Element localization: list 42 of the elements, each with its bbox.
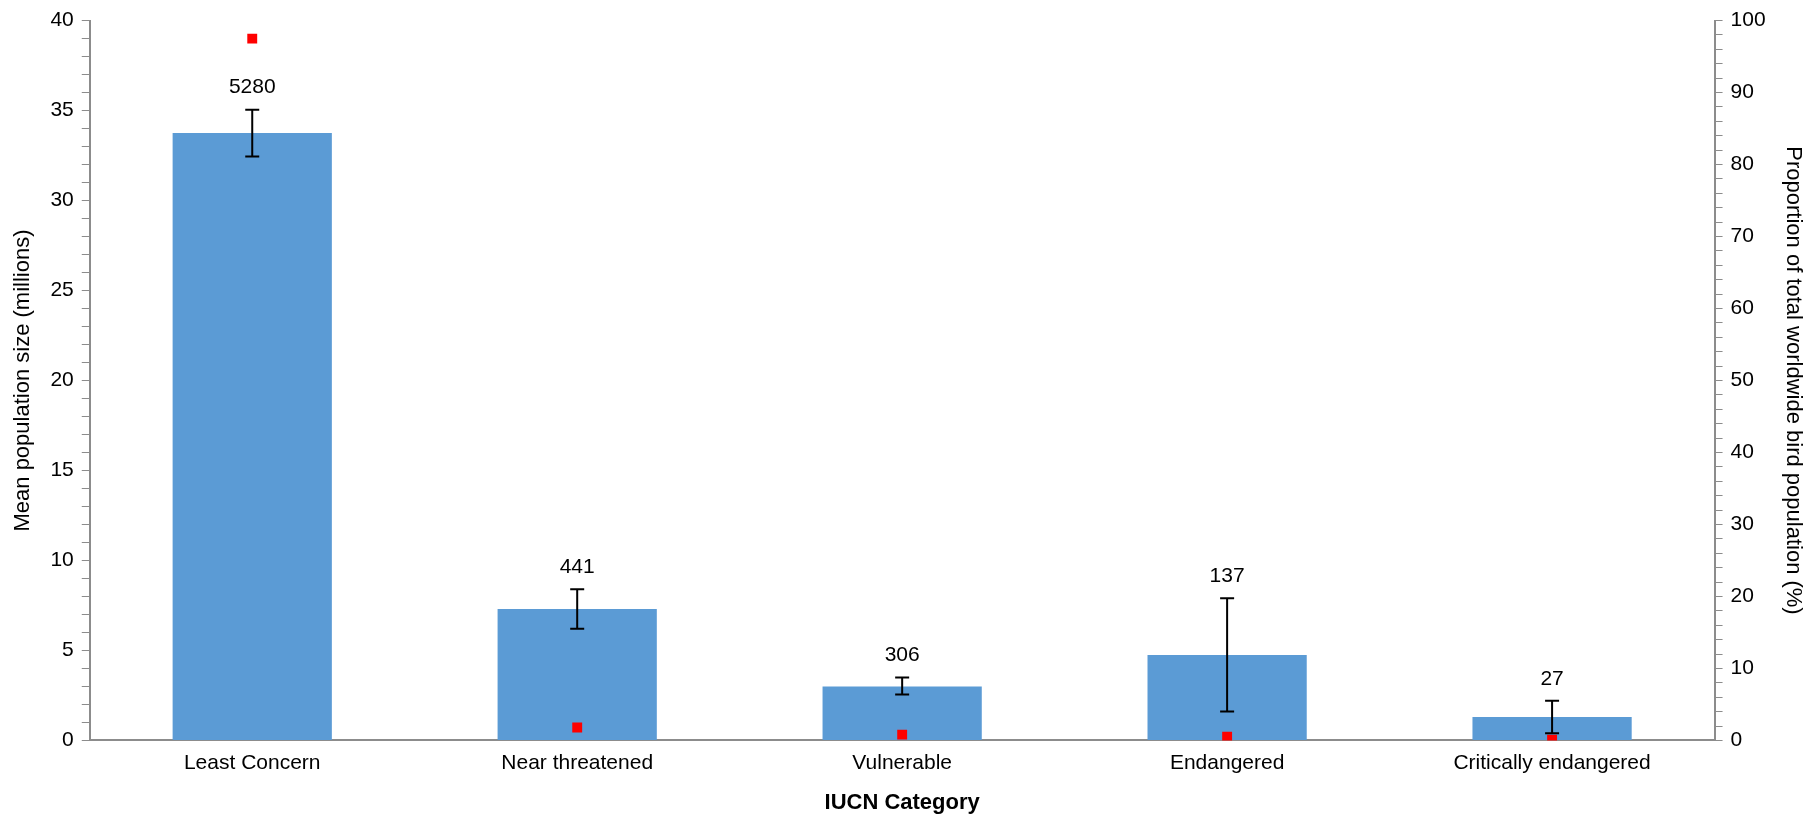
point: [1222, 731, 1233, 741]
y2-tick-label: 90: [1730, 79, 1754, 103]
y-tick-label: 10: [50, 547, 74, 571]
y2-tick-label: 30: [1730, 511, 1754, 535]
annotation: 5280: [228, 74, 276, 98]
annotation: 441: [559, 554, 595, 578]
annotation: 306: [884, 642, 920, 666]
x-tick-label: Endangered: [1169, 749, 1285, 773]
y2-tick-label: 70: [1730, 223, 1754, 247]
annotation: 27: [1540, 665, 1564, 689]
y-tick-label: 30: [50, 187, 74, 211]
x-axis-title: IUCN Category: [824, 788, 981, 814]
bar: [172, 133, 332, 740]
y-tick-label: 40: [50, 7, 74, 31]
bar: [822, 686, 982, 740]
y2-tick-label: 10: [1730, 655, 1754, 679]
y2-tick-label: 60: [1730, 295, 1754, 319]
y-tick-label: 20: [50, 367, 74, 391]
y2-axis-title: Proportion of total worldwide bird population (%): [1781, 146, 1807, 615]
y2-tick-label: 40: [1730, 439, 1754, 463]
y-tick-label: 25: [50, 277, 74, 301]
bar: [1472, 717, 1632, 740]
bar: [1147, 654, 1307, 740]
x-tick-label: Critically endangered: [1453, 749, 1651, 773]
y2-tick-label: 20: [1730, 583, 1754, 607]
point: [897, 729, 908, 740]
y2-tick-label: 100: [1730, 7, 1766, 31]
x-tick-label: Least Concern: [183, 749, 321, 773]
y-tick-label: 15: [50, 457, 74, 481]
y-tick-label: 0: [62, 727, 74, 751]
y-tick-label: 35: [50, 97, 74, 121]
bar: [497, 609, 657, 740]
y-axis-title: Mean population size (millions): [9, 229, 35, 532]
y-tick-label: 5: [62, 637, 74, 661]
point: [247, 33, 258, 44]
point: [572, 722, 583, 733]
y2-tick-label: 0: [1730, 727, 1743, 751]
y2-tick-label: 50: [1730, 367, 1754, 391]
x-tick-label: Vulnerable: [852, 749, 952, 773]
x-tick-label: Near threatened: [501, 749, 654, 773]
y2-tick-label: 80: [1730, 151, 1754, 175]
annotation: 137: [1209, 563, 1245, 587]
